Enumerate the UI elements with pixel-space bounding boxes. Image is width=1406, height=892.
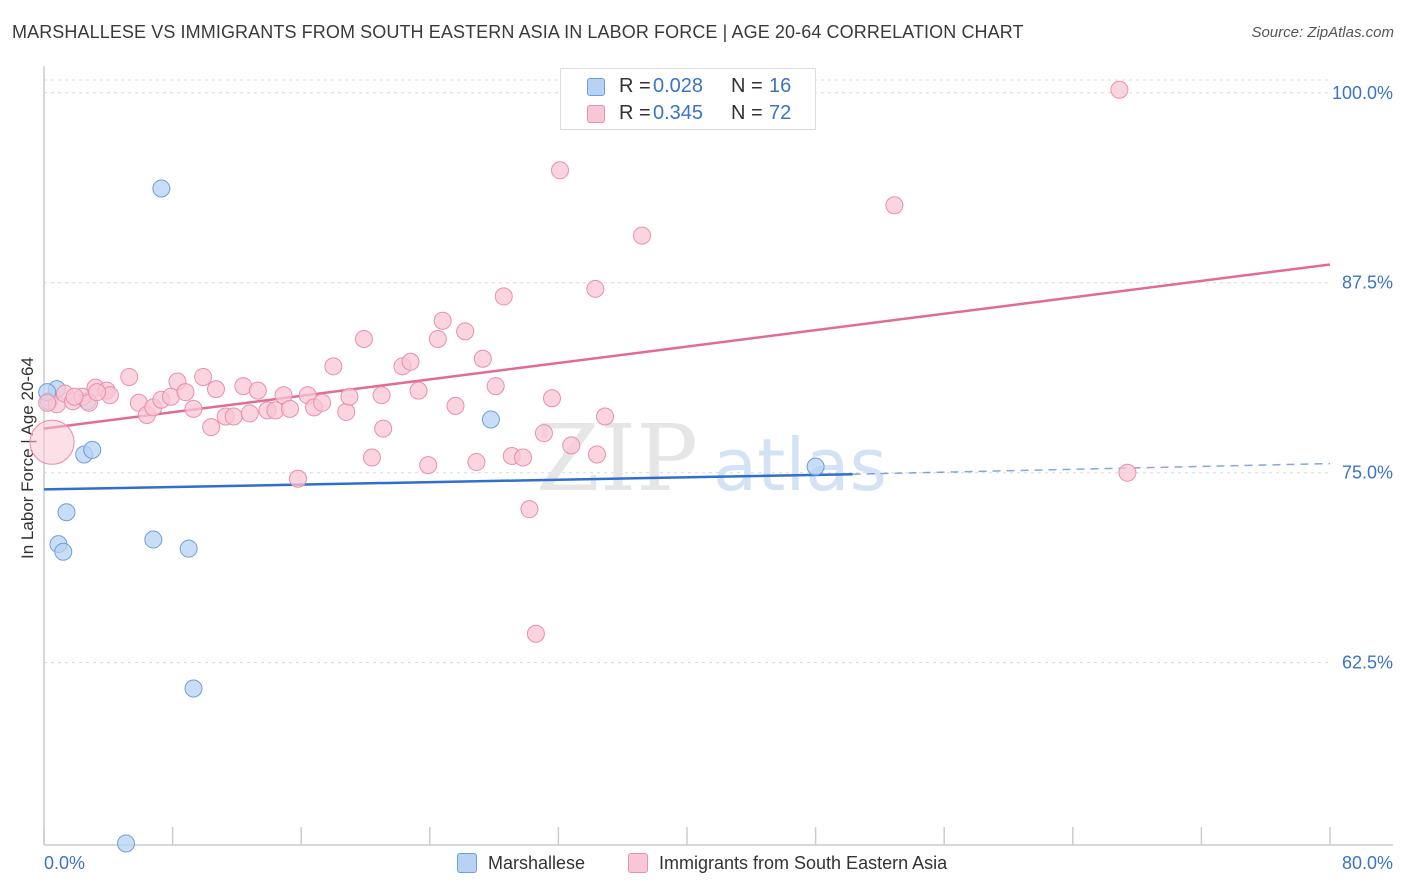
marshallese-point	[179, 539, 198, 558]
immigrants-point	[374, 419, 393, 438]
immigrants-point	[587, 445, 606, 464]
immigrants-point	[362, 448, 381, 467]
marshallese-point	[152, 179, 171, 198]
immigrants-point	[340, 387, 359, 406]
immigrants-point	[542, 389, 561, 408]
marshallese-point	[83, 440, 102, 459]
source-label: Source: ZipAtlas.com	[1251, 24, 1394, 41]
n-value: 16	[769, 75, 792, 97]
marshallese-point	[806, 457, 825, 476]
immigrants-point	[29, 419, 75, 465]
legend-label: Immigrants from South Eastern Asia	[659, 853, 948, 873]
x-tick-label: 80.0%	[1342, 853, 1393, 873]
immigrants-point	[240, 404, 259, 423]
immigrants-point	[551, 161, 570, 180]
immigrants-point	[313, 393, 332, 412]
immigrants-point	[202, 418, 221, 437]
immigrants-point	[596, 407, 615, 426]
r-value: 0.345	[653, 102, 704, 124]
immigrants-point	[456, 322, 475, 341]
immigrants-trend-line	[43, 263, 1331, 430]
immigrants-point	[1118, 463, 1137, 482]
data-points	[29, 77, 1137, 853]
marshallese-swatch	[587, 78, 605, 96]
tick-labels: 62.5% 75.0% 87.5% 100.0% 0.0% 80.0%	[44, 83, 1393, 873]
immigrants-point	[526, 624, 545, 643]
watermark: ZIP atlas	[536, 405, 887, 512]
immigrants-point	[473, 349, 492, 368]
immigrants-point	[446, 396, 465, 415]
n-value: 72	[769, 102, 792, 124]
immigrants-point	[467, 453, 486, 472]
immigrants-point	[288, 469, 307, 488]
n-label: N =	[731, 75, 763, 97]
gridlines	[44, 79, 1330, 664]
immigrants-point	[586, 279, 605, 298]
immigrants-point	[409, 381, 428, 400]
watermark-atlas: atlas	[713, 423, 887, 507]
y-tick-label: 75.0%	[1342, 463, 1393, 483]
immigrants-point	[324, 357, 343, 376]
marshallese-point	[184, 679, 203, 698]
y-tick-label: 100.0%	[1332, 83, 1393, 103]
immigrants-point	[207, 380, 226, 399]
marshallese-point	[57, 503, 76, 522]
r-label: R =	[619, 102, 651, 124]
watermark-zip: ZIP	[536, 405, 698, 512]
immigrants-swatch	[628, 853, 648, 873]
immigrants-point	[514, 448, 533, 467]
trend-lines	[43, 263, 1331, 491]
n-label: N =	[731, 102, 763, 124]
x-tick-label: 0.0%	[44, 853, 85, 873]
immigrants-point	[248, 381, 267, 400]
legend-label: Marshallese	[488, 853, 586, 873]
immigrants-point	[65, 387, 84, 406]
immigrants-point	[354, 329, 373, 348]
immigrants-swatch	[587, 105, 605, 123]
marshallese-point	[481, 410, 500, 429]
immigrants-point	[428, 329, 447, 348]
r-label: R =	[619, 75, 651, 97]
marshallese-point	[144, 530, 163, 549]
immigrants-point	[120, 367, 139, 386]
y-tick-label: 87.5%	[1342, 273, 1393, 293]
y-tick-label: 62.5%	[1342, 653, 1393, 673]
immigrants-point	[486, 377, 505, 396]
r-value: 0.028	[653, 75, 704, 97]
immigrants-point	[419, 456, 438, 475]
marshallese-swatch	[457, 853, 477, 873]
immigrants-point	[184, 399, 203, 418]
immigrants-point	[562, 436, 581, 455]
immigrants-point	[224, 407, 243, 426]
immigrants-point	[194, 367, 213, 386]
immigrants-point	[401, 352, 420, 371]
immigrants-point	[534, 424, 553, 443]
marshallese-point	[116, 834, 135, 853]
marshallese-trend-extension	[852, 462, 1331, 475]
immigrants-point	[38, 393, 57, 412]
immigrants-point	[280, 399, 299, 418]
immigrants-point	[632, 226, 651, 245]
immigrants-point	[520, 500, 539, 519]
chart-title: MARSHALLESE VS IMMIGRANTS FROM SOUTH EAS…	[12, 22, 1024, 42]
immigrants-point	[176, 383, 195, 402]
immigrants-point	[372, 386, 391, 405]
series-legend: Marshallese Immigrants from South Easter…	[0, 852, 1406, 878]
marshallese-trend-line	[43, 472, 853, 491]
immigrants-point	[337, 402, 356, 421]
immigrants-point	[494, 287, 513, 306]
marshallese-point	[54, 542, 73, 561]
immigrants-point	[88, 383, 107, 402]
immigrants-point	[1110, 80, 1129, 99]
immigrants-point	[433, 311, 452, 330]
immigrants-point	[885, 196, 904, 215]
correlation-legend: R = 0.028 N = 16 R = 0.345 N = 72	[560, 68, 816, 130]
